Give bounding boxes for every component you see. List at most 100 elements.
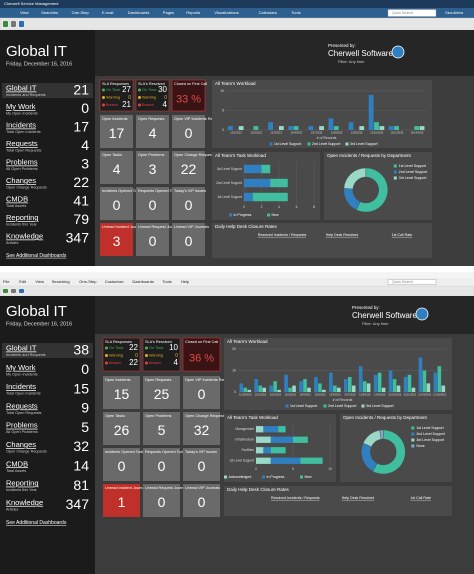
menu-item[interactable]: Searches [41,10,58,15]
search-box[interactable] [387,9,437,17]
tile[interactable] [103,376,140,409]
menu-item[interactable]: View [20,10,29,15]
toolbar [0,17,474,31]
nav-label[interactable]: Knowledge [6,498,43,507]
tile[interactable] [172,115,205,148]
nav-label[interactable]: Knowledge [6,231,43,240]
tile[interactable] [172,187,205,220]
tile[interactable] [143,448,180,481]
menu-item[interactable]: Dashboards [128,10,150,15]
menu-item[interactable]: Help [181,279,190,284]
tile[interactable] [136,151,169,184]
menu-item[interactable]: Customize [105,279,125,284]
menu-item[interactable]: Tools [162,279,171,284]
nav-label[interactable]: Reporting [6,479,39,488]
bar [422,370,427,392]
x-tick-label: 12/8/2015 [359,393,371,397]
tile[interactable] [183,376,220,409]
toolbar-button[interactable] [19,289,24,293]
nav-label[interactable]: Global IT [6,343,37,352]
tile[interactable] [103,484,140,517]
nav-label[interactable]: Requests [6,139,38,148]
tile[interactable] [143,376,180,409]
tile[interactable] [100,187,133,220]
tile[interactable] [100,151,133,184]
nav-label[interactable]: My Work [6,363,36,372]
tile-value: 26 [114,422,130,438]
bar [419,126,425,130]
sla-title: SLA Responses [102,82,129,86]
menu-item[interactable]: One-Step [72,10,90,15]
y-tick-label: 3rd Level Support [217,167,242,171]
tile-value: 0 [198,494,206,510]
menu-item[interactable]: Searching [52,279,70,284]
tile[interactable] [136,115,169,148]
x-tick-label: 12/2/2015 [270,393,282,397]
tile-value: 0 [185,125,193,141]
x-tick-label: 8 [313,205,315,209]
nav-label[interactable]: CMDB [6,194,28,203]
title-bar [0,0,474,8]
nav-label[interactable]: Global IT [6,83,37,92]
nav-sub: My Open Incidents [6,372,38,376]
tile[interactable] [136,223,169,256]
tile[interactable] [100,223,133,256]
sla-row-value: 30 [158,85,167,94]
more-link[interactable]: See Additional Dashboards [6,253,67,259]
bar [328,118,334,130]
menu-item[interactable]: E-mail [102,10,113,15]
nav-selected [2,343,93,358]
tile[interactable] [172,223,205,256]
menu-item[interactable]: One-Step [79,279,97,284]
nav-label[interactable]: Incidents [6,120,36,129]
legend-swatch [345,142,349,146]
toolbar-button[interactable] [11,289,16,293]
tile[interactable] [100,115,133,148]
bar [268,122,274,130]
nav-label[interactable]: Reporting [6,213,39,222]
menu-item[interactable]: File [3,279,10,284]
bar [359,126,365,130]
x-tick-label: 12/9/2015 [351,131,363,135]
menu-item[interactable]: Visualizations [214,10,238,15]
nav-label[interactable]: CMDB [6,459,28,468]
tile[interactable] [136,187,169,220]
nav-label[interactable]: Changes [6,440,36,449]
nav-label[interactable]: Problems [6,421,38,430]
nav-label[interactable]: Changes [6,176,36,185]
menu-item[interactable]: Calendars [259,10,277,15]
tile[interactable] [172,151,205,184]
x-tick-label: 12/5/2015 [314,393,326,397]
menu-item[interactable]: Reports [186,10,200,15]
tile[interactable] [183,484,220,517]
bar [388,370,393,392]
nav-label[interactable]: Requests [6,401,38,410]
toolbar-button[interactable] [3,21,8,27]
y-tick-label: Management [235,427,254,431]
menu-item[interactable]: View [35,279,44,284]
toolbar-button[interactable] [19,21,24,27]
menu-item[interactable]: Dashboards [132,279,154,284]
tile[interactable] [103,448,140,481]
toolbar-button[interactable] [3,289,8,293]
nav-label[interactable]: Problems [6,157,38,166]
toolbar-button[interactable] [11,21,16,27]
sla-row-label: On Time [142,88,156,92]
more-link[interactable]: See Additional Dashboards [6,520,67,526]
nav-label[interactable]: My Work [6,102,36,111]
legend-swatch [411,432,415,436]
bar [307,387,311,392]
tile[interactable] [143,484,180,517]
legend-swatch [307,142,311,146]
menu-item[interactable]: Edit [19,279,27,284]
bar [333,126,339,130]
menu-item[interactable]: Tools [291,10,300,15]
tile[interactable] [183,412,220,445]
tile[interactable] [143,412,180,445]
search-box[interactable] [387,279,437,285]
nav-label[interactable]: Incidents [6,382,36,391]
menu-item[interactable]: Pages [163,10,174,15]
bar [366,383,371,392]
tile[interactable] [183,448,220,481]
tile[interactable] [103,412,140,445]
